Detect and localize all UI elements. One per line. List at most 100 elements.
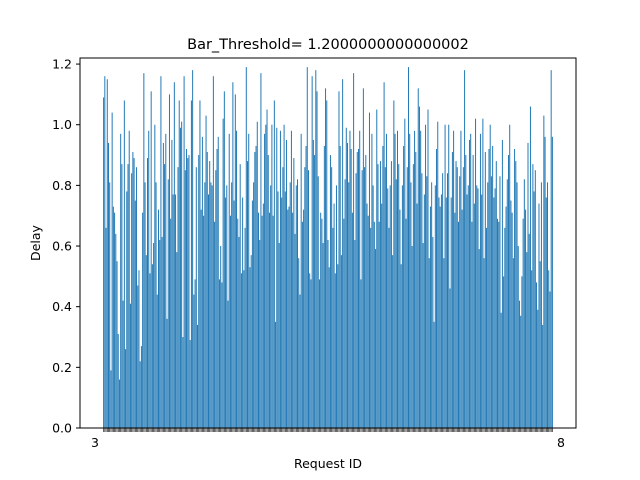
bar: [238, 236, 240, 428]
bar: [511, 212, 513, 428]
bar: [466, 194, 468, 428]
bar: [418, 106, 420, 429]
bar: [127, 164, 129, 428]
bar: [459, 176, 461, 428]
bar: [450, 197, 452, 428]
bar: [382, 145, 384, 428]
bar: [112, 206, 114, 428]
bar: [332, 227, 334, 428]
bar: [317, 176, 319, 428]
bar: [253, 182, 255, 428]
bar: [309, 273, 311, 428]
bar: [522, 218, 524, 428]
bar: [108, 142, 109, 429]
bar: [214, 221, 216, 428]
bar: [465, 155, 467, 429]
x-axis-label: Request ID: [294, 456, 362, 471]
bar: [416, 203, 418, 428]
bar: [254, 152, 256, 428]
bar: [525, 209, 527, 428]
bars: [103, 67, 553, 429]
bar: [172, 194, 174, 428]
bar: [318, 279, 320, 428]
bar: [348, 182, 350, 428]
bar: [203, 215, 205, 428]
bar: [515, 161, 517, 429]
bar: [279, 130, 281, 429]
bar: [248, 133, 250, 428]
bar: [161, 236, 163, 428]
bar: [547, 182, 548, 428]
bar: [265, 124, 267, 428]
bar: [227, 300, 229, 428]
bar: [436, 148, 438, 429]
bar: [329, 155, 331, 429]
bar: [549, 291, 551, 428]
bar: [199, 100, 201, 429]
bar: [281, 197, 283, 428]
bar: [487, 182, 489, 428]
bar: [360, 279, 362, 428]
bar: [316, 91, 318, 429]
bar: [373, 221, 375, 428]
bar: [514, 148, 516, 429]
bar: [328, 267, 330, 428]
bar: [120, 133, 122, 428]
bar: [320, 212, 322, 428]
bar: [334, 273, 336, 428]
bar: [415, 152, 417, 428]
x-ticks: [103, 428, 553, 432]
bar: [468, 139, 470, 428]
bar: [275, 321, 277, 428]
bar: [532, 164, 534, 428]
bar: [137, 285, 139, 428]
bar: [403, 145, 405, 428]
bar: [516, 182, 518, 428]
y-tick-label: 0.6: [52, 239, 72, 254]
bar: [266, 109, 268, 428]
bar: [106, 79, 108, 428]
bar: [153, 243, 155, 428]
bar: [331, 167, 333, 428]
bar: [210, 182, 212, 428]
bar: [510, 200, 512, 428]
bar: [162, 142, 164, 429]
bar: [192, 70, 194, 428]
bar: [386, 133, 388, 428]
bar: [261, 215, 263, 428]
bar: [493, 197, 495, 428]
bar: [536, 282, 538, 428]
bar: [497, 218, 498, 428]
bar: [170, 218, 172, 428]
bar: [398, 164, 400, 428]
bar: [431, 182, 433, 428]
bar: [351, 212, 353, 428]
bar: [472, 155, 474, 429]
bar: [505, 206, 507, 428]
y-tick-label: 1.0: [52, 117, 72, 132]
bar: [508, 155, 509, 429]
bar: [221, 282, 223, 428]
bar: [149, 273, 151, 428]
bar: [256, 121, 258, 428]
bar: [327, 239, 329, 428]
bar: [287, 209, 289, 428]
bar: [150, 91, 152, 429]
bar: [231, 182, 233, 428]
bar: [126, 191, 128, 428]
bar: [314, 155, 316, 429]
bar: [268, 212, 270, 428]
bar: [406, 167, 408, 428]
bar: [377, 164, 379, 428]
bar: [176, 252, 178, 428]
bar: [143, 73, 145, 428]
bar: [339, 145, 341, 428]
bar: [237, 218, 239, 428]
x-tick-label-first: 3: [91, 435, 99, 450]
bar: [343, 218, 345, 428]
bar: [399, 209, 401, 428]
bar: [187, 158, 189, 428]
bar: [159, 239, 161, 428]
bar: [368, 112, 370, 428]
